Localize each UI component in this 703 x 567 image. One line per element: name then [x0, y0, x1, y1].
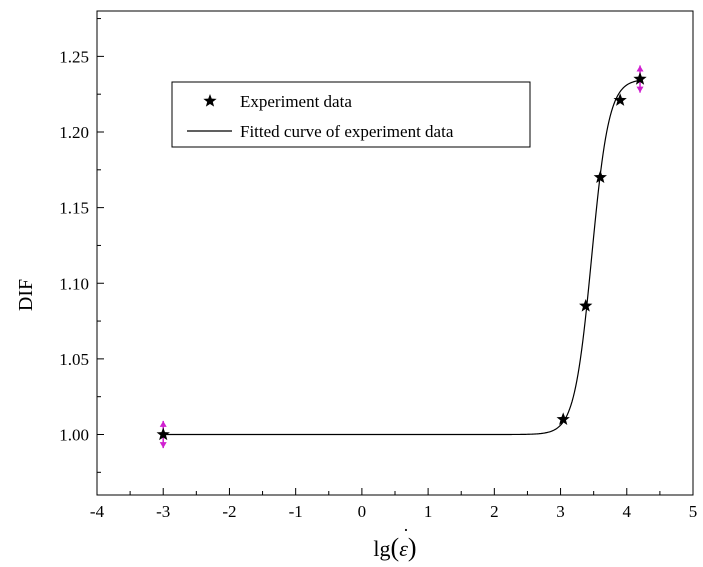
fitted-curve-line: [163, 79, 641, 436]
x-tick-label: 4: [623, 502, 632, 521]
x-axis-title-close-paren: ): [408, 533, 417, 562]
experiment-data-point: [156, 427, 170, 441]
x-axis-title-func: lg: [373, 536, 390, 561]
x-tick-label: 0: [358, 502, 367, 521]
x-tick-label: 3: [556, 502, 565, 521]
y-tick-label: 1.20: [59, 123, 89, 142]
legend-box: [171, 81, 531, 148]
x-axis-title: lg(ε) ˙: [373, 525, 416, 562]
legend-label-experiment: Experiment data: [240, 92, 352, 111]
y-tick-label: 1.05: [59, 350, 89, 369]
x-axis-title-open-paren: (: [391, 533, 400, 562]
experiment-data-point: [633, 72, 647, 85]
x-axis-ticks: -4 -3 -2 -1 0 1 2 3 4 5: [90, 488, 697, 521]
y-tick-label: 1.10: [59, 274, 89, 293]
y-tick-label: 1.25: [59, 47, 89, 66]
x-axis-title-dot: ˙: [403, 525, 410, 547]
svg-text:lg(ε): lg(ε): [373, 533, 416, 562]
experiment-data-point: [593, 170, 607, 184]
x-tick-label: 2: [490, 502, 499, 521]
x-tick-label: -1: [289, 502, 303, 521]
legend: Experiment data Fitted curve of experime…: [171, 81, 531, 148]
x-axis-title-symbol: ε: [399, 536, 408, 561]
y-tick-label: 1.15: [59, 199, 89, 218]
y-axis-ticks: 1.00 1.05 1.10 1.15 1.20 1.25: [59, 18, 104, 473]
legend-star-marker: [203, 94, 217, 107]
y-tick-label: 1.00: [59, 426, 89, 445]
x-tick-label: -3: [156, 502, 170, 521]
x-tick-label: 1: [424, 502, 433, 521]
experiment-points: [156, 72, 647, 441]
experiment-data-point: [613, 93, 627, 106]
legend-star: [203, 94, 217, 107]
experiment-data-point: [579, 298, 593, 312]
legend-label-fitted: Fitted curve of experiment data: [240, 122, 454, 141]
y-axis-title: DIF: [15, 279, 37, 311]
x-tick-label: -4: [90, 502, 105, 521]
x-tick-label: -2: [222, 502, 236, 521]
experiment-data-point: [556, 412, 570, 426]
x-tick-label: 5: [689, 502, 698, 521]
